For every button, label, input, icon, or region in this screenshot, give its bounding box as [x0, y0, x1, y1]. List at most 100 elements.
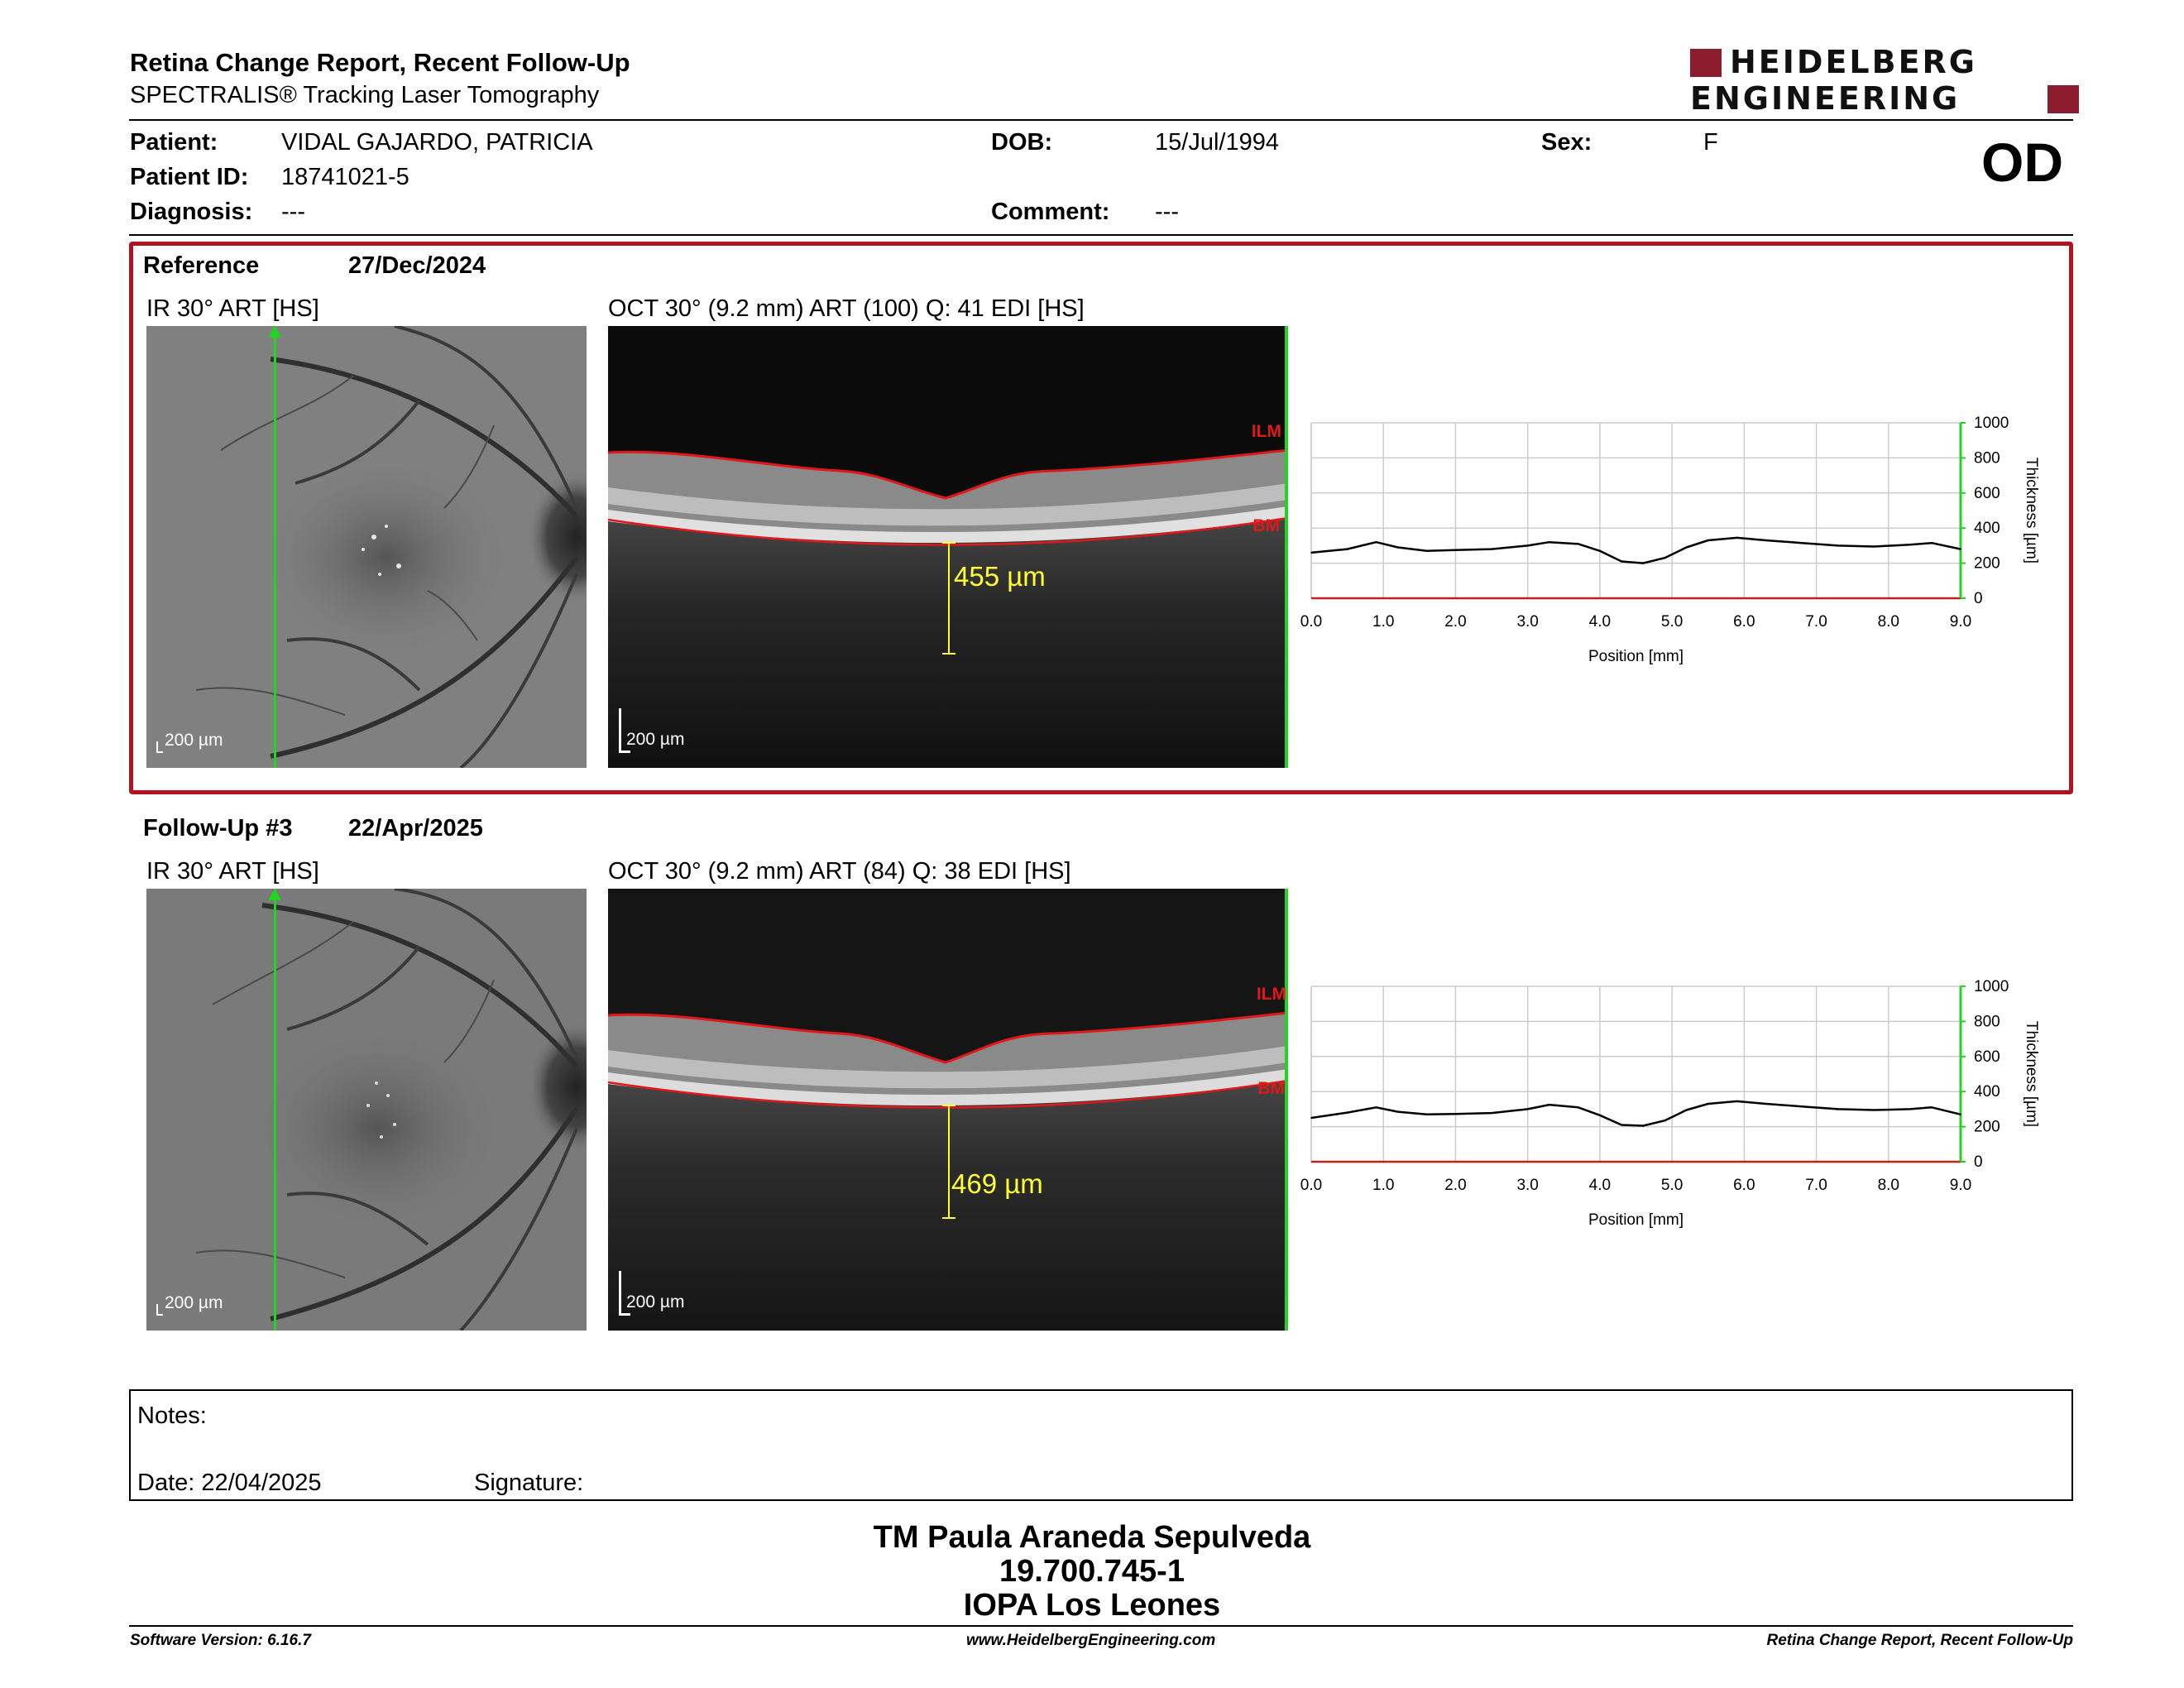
thickness-data-point — [1375, 541, 1377, 543]
y-tick-label: 200 — [1974, 1119, 2000, 1136]
logo-square-icon — [1690, 49, 1722, 77]
x-tick-label: 9.0 — [1950, 1177, 1971, 1194]
y-tick-label: 1000 — [1974, 415, 2009, 432]
thickness-data-point — [1577, 543, 1579, 545]
y-tick-label: 400 — [1974, 1083, 2000, 1101]
followup-ir-scale: 200 µm — [165, 1293, 223, 1312]
scan-position-line — [1285, 889, 1288, 1331]
thickness-data-point — [1685, 1109, 1688, 1111]
y-tick-label: 600 — [1974, 1048, 2000, 1066]
sex-label: Sex: — [1541, 129, 1592, 156]
scale-bar-horizontal — [619, 750, 630, 753]
thickness-data-point — [1736, 1101, 1738, 1102]
patient-id: 18741021-5 — [281, 164, 410, 190]
y-tick-label: 400 — [1974, 520, 2000, 537]
fundus-drawing — [146, 889, 587, 1331]
scale-bar-vertical — [156, 741, 158, 753]
thickness-data-point — [1765, 1103, 1767, 1105]
thickness-data-point — [1736, 537, 1738, 539]
thickness-data-point — [1837, 544, 1839, 547]
website-link[interactable]: www.HeidelbergEngineering.com — [966, 1632, 1216, 1649]
dob-value: 15/Jul/1994 — [1155, 129, 1279, 156]
oct-bscan-drawing — [608, 889, 1288, 1331]
scan-direction-arrow-icon — [268, 889, 281, 900]
thickness-data-point — [1396, 1110, 1399, 1113]
x-axis-label: Position [mm] — [1588, 648, 1684, 665]
footer-divider — [129, 1625, 2073, 1627]
reference-ir-title: IR 30° ART [HS] — [146, 295, 319, 322]
thickness-data-point — [1549, 1104, 1550, 1105]
followup-ir-image[interactable]: 200 µm — [146, 889, 587, 1331]
thickness-data-point — [1599, 1115, 1601, 1116]
scan-line — [274, 889, 276, 1331]
fundus-drawing — [146, 326, 587, 768]
thickness-data-point — [1707, 1103, 1709, 1105]
scale-bar-vertical — [619, 1271, 621, 1316]
followup-ir-title: IR 30° ART [HS] — [146, 858, 319, 885]
scan-direction-arrow-icon — [268, 326, 281, 338]
footer-report-name: Retina Change Report, Recent Follow-Up — [1766, 1632, 2073, 1649]
diagnosis-label: Diagnosis: — [130, 199, 253, 225]
report-title: Retina Change Report, Recent Follow-Up — [130, 48, 630, 77]
thickness-data-point — [1909, 1108, 1911, 1110]
signatory-id: 19.700.745-1 — [999, 1554, 1185, 1589]
logo-text-line2: ENGINEERING — [1690, 80, 1961, 117]
scale-bar-vertical — [156, 1304, 158, 1316]
thickness-data-point — [1396, 546, 1399, 549]
oct-bscan-drawing — [608, 326, 1288, 768]
ilm-label: ILM — [1251, 422, 1281, 441]
scale-bar-horizontal — [156, 1314, 163, 1316]
y-tick-label: 1000 — [1974, 978, 2009, 995]
reference-ir-scale: 200 µm — [165, 731, 223, 750]
y-tick-label: 0 — [1974, 1153, 1983, 1171]
followup-oct-scale: 200 µm — [626, 1292, 685, 1312]
notes-date: Date: 22/04/2025 — [137, 1470, 322, 1496]
thickness-data-point — [1526, 1108, 1529, 1110]
dob-label: DOB: — [991, 129, 1053, 156]
thickness-data-point — [1960, 1114, 1961, 1115]
logo-square-icon — [2048, 85, 2079, 113]
x-tick-label: 8.0 — [1878, 613, 1899, 631]
reference-ir-image[interactable]: 200 µm — [146, 326, 587, 768]
x-tick-label: 2.0 — [1444, 1177, 1466, 1194]
thickness-series-line — [1310, 536, 1961, 564]
y-tick-label: 600 — [1974, 485, 2000, 502]
comment-label: Comment: — [991, 199, 1110, 225]
thickness-data-point — [1765, 539, 1767, 541]
thickness-data-point — [1425, 550, 1428, 552]
thickness-data-point — [1873, 545, 1875, 548]
report-subtitle: SPECTRALIS® Tracking Laser Tomography — [130, 82, 600, 108]
y-tick-label: 800 — [1974, 449, 2000, 467]
reference-date: 27/Dec/2024 — [348, 252, 486, 279]
x-tick-label: 9.0 — [1950, 613, 1971, 631]
thickness-data-point — [1526, 544, 1529, 547]
scale-bar-horizontal — [619, 1313, 630, 1316]
patient-name: VIDAL GAJARDO, PATRICIA — [281, 129, 593, 156]
followup-oct-image[interactable]: ILM BM 469 µm 200 µm — [608, 889, 1288, 1331]
thickness-data-point — [1801, 1105, 1803, 1107]
thickness-data-point — [1707, 539, 1709, 541]
thickness-data-point — [1960, 548, 1961, 550]
reference-thickness-chart: 0.0 1.0 2.0 3.0 4.0 5.0 6.0 7.0 8.0 9.00 200 400 600… — [1300, 415, 2040, 665]
x-tick-label: 2.0 — [1444, 613, 1466, 631]
followup-thickness-chart: 0.0 1.0 2.0 3.0 4.0 5.0 6.0 7.0 8.0 9.00 200 400 600… — [1300, 978, 2040, 1229]
signature-label: Signature: — [474, 1470, 584, 1496]
notes-box[interactable]: Notes: Date: 22/04/2025 Signature: — [129, 1389, 2073, 1501]
thickness-data-point — [1837, 1108, 1839, 1110]
thickness-data-point — [1909, 544, 1911, 546]
x-tick-label: 1.0 — [1372, 613, 1394, 631]
reference-oct-title: OCT 30° (9.2 mm) ART (100) Q: 41 EDI [HS… — [608, 295, 1085, 322]
x-tick-label: 3.0 — [1516, 613, 1538, 631]
thickness-data-point — [1346, 1111, 1348, 1114]
reference-oct-image[interactable]: ILM BM 455 µm 200 µm — [608, 326, 1288, 768]
thickness-data-point — [1642, 562, 1644, 564]
thickness-data-point — [1873, 1109, 1875, 1111]
patient-name-label: Patient: — [130, 129, 218, 156]
header-divider — [129, 119, 2073, 121]
choroid-thickness-measurement: 469 µm — [951, 1168, 1043, 1199]
thickness-data-point — [1491, 548, 1492, 550]
thickness-data-point — [1621, 1124, 1622, 1126]
thickness-data-point — [1310, 552, 1312, 554]
thickness-data-point — [1491, 1112, 1492, 1114]
thickness-data-point — [1454, 1113, 1457, 1115]
